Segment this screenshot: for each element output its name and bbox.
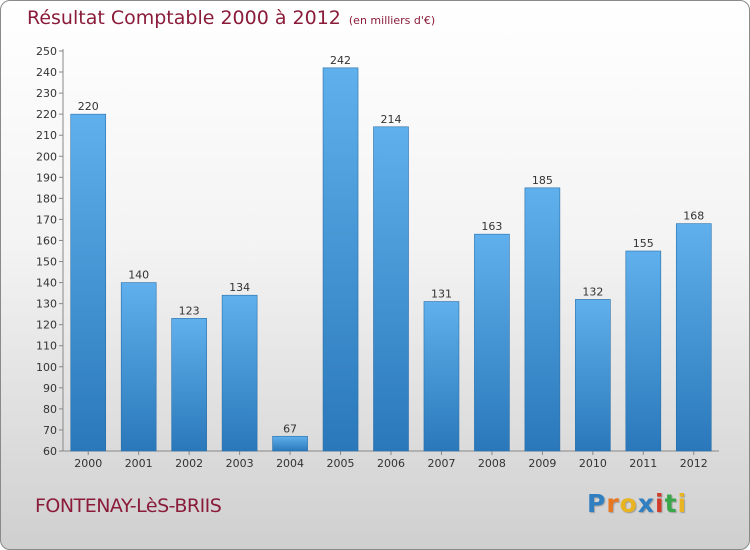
data-label-2009: 185: [532, 174, 553, 187]
x-tick-label-2012: 2012: [680, 457, 708, 470]
bar-2003: [221, 294, 258, 452]
y-tick-label: 90: [43, 382, 57, 395]
y-tick-label: 140: [36, 277, 57, 290]
y-tick-label: 100: [36, 361, 57, 374]
data-label-2001: 140: [128, 269, 149, 282]
bar-2010: [575, 299, 611, 452]
chart-subtitle: (en milliers d'€): [348, 14, 436, 27]
data-label-2002: 123: [179, 304, 200, 317]
bar-2002: [171, 318, 207, 452]
y-tick-label: 150: [36, 256, 57, 269]
x-tick-label-2008: 2008: [478, 457, 506, 470]
data-label-2012: 168: [683, 210, 704, 223]
bar-2006: [373, 126, 409, 452]
y-tick-label: 170: [36, 213, 57, 226]
data-label-2007: 131: [431, 288, 452, 301]
y-tick-label: 190: [36, 171, 57, 184]
data-label-2006: 214: [381, 113, 402, 126]
bar-2008: [474, 233, 510, 452]
data-label-2003: 134: [229, 281, 250, 294]
x-tick-label-2005: 2005: [327, 457, 355, 470]
x-tick-label-2000: 2000: [74, 457, 102, 470]
logo-letter: P: [587, 489, 607, 518]
data-label-2008: 163: [481, 220, 502, 233]
x-tick-label-2003: 2003: [226, 457, 254, 470]
y-tick-label: 80: [43, 403, 57, 416]
commune-name: FONTENAY-LèS-BRIIS: [35, 495, 222, 517]
title-text: Résultat Comptable 2000 à 2012: [27, 7, 341, 29]
x-tick-label-2010: 2010: [579, 457, 607, 470]
x-tick-label-2007: 2007: [427, 457, 455, 470]
bar-2011: [625, 250, 662, 452]
chart-title: Résultat Comptable 2000 à 2012 (en millie…: [27, 7, 435, 29]
proxiti-logo: Proxiti: [587, 489, 687, 518]
bar-2001: [120, 282, 157, 452]
logo-letter: x: [637, 489, 655, 518]
y-tick-label: 230: [36, 87, 57, 100]
data-label-2010: 132: [582, 285, 603, 298]
y-tick-label: 220: [36, 108, 57, 121]
y-tick-label: 70: [43, 424, 57, 437]
y-tick-label: 120: [36, 319, 57, 332]
x-tick-label-2001: 2001: [125, 457, 153, 470]
data-label-2005: 242: [330, 54, 351, 67]
x-tick-label-2009: 2009: [528, 457, 556, 470]
y-tick-label: 200: [36, 150, 57, 163]
logo-letter: i: [677, 489, 688, 518]
x-tick-label-2011: 2011: [629, 457, 657, 470]
logo-letter: o: [619, 489, 638, 518]
logo-letter: i: [655, 489, 665, 518]
bar-2009: [524, 187, 561, 452]
y-tick-label: 60: [43, 445, 57, 458]
logo-letter: t: [664, 489, 678, 518]
logo-letter: r: [606, 489, 620, 518]
bar-2000: [70, 113, 107, 452]
bar-2012: [675, 223, 712, 452]
y-tick-label: 160: [36, 234, 57, 247]
data-label-2004: 67: [283, 422, 297, 435]
bar-2005: [322, 67, 359, 452]
bar-2007: [423, 301, 460, 452]
bar-2004: [272, 435, 308, 452]
data-label-2000: 220: [78, 100, 99, 113]
y-tick-label: 110: [36, 340, 57, 353]
x-tick-label-2006: 2006: [377, 457, 405, 470]
y-tick-label: 130: [36, 298, 57, 311]
x-tick-label-2002: 2002: [175, 457, 203, 470]
y-tick-label: 210: [36, 129, 57, 142]
x-tick-label-2004: 2004: [276, 457, 304, 470]
y-tick-label: 250: [36, 45, 57, 58]
y-tick-label: 240: [36, 66, 57, 79]
y-tick-label: 180: [36, 192, 57, 205]
data-label-2011: 155: [633, 237, 654, 250]
